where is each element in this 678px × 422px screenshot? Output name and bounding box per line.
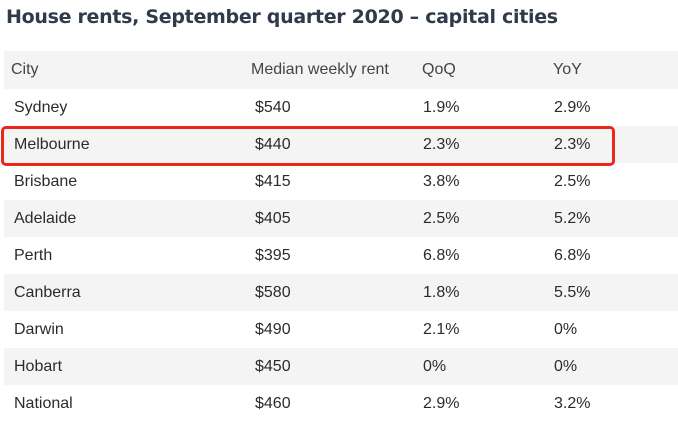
qoq-cell: 2.9%	[423, 395, 460, 412]
yoy-cell: 2.9%	[554, 99, 591, 116]
qoq-cell: 1.8%	[423, 284, 460, 301]
rent-cell: $540	[255, 99, 291, 116]
yoy-cell: 0%	[554, 321, 578, 338]
qoq-cell: 2.5%	[423, 210, 460, 227]
page-title: House rents, September quarter 2020 – ca…	[6, 6, 558, 28]
rent-cell: $490	[255, 321, 291, 338]
yoy-cell: 0%	[554, 358, 578, 375]
rent-cell: $460	[255, 395, 291, 412]
qoq-cell: 0%	[423, 358, 447, 375]
table-row: National $460 2.9% 3.2%	[4, 385, 678, 422]
table-row: Canberra $580 1.8% 5.5%	[4, 274, 678, 311]
header-median-weekly-rent: Median weekly rent	[251, 61, 389, 78]
table-row: Adelaide $405 2.5% 5.2%	[4, 200, 678, 237]
qoq-cell: 6.8%	[423, 247, 460, 264]
rent-cell: $440	[255, 136, 291, 153]
yoy-cell: 2.3%	[554, 136, 591, 153]
rent-table: City Median weekly rent QoQ YoY Sydney $…	[4, 51, 678, 422]
table-row: Melbourne $440 2.3% 2.3%	[4, 126, 678, 163]
city-cell: Hobart	[14, 358, 63, 375]
rent-cell: $405	[255, 210, 291, 227]
yoy-cell: 2.5%	[554, 173, 591, 190]
qoq-cell: 3.8%	[423, 173, 460, 190]
header-city: City	[11, 61, 39, 78]
qoq-cell: 2.3%	[423, 136, 460, 153]
header-qoq: QoQ	[422, 61, 456, 78]
rent-cell: $450	[255, 358, 291, 375]
header-yoy: YoY	[553, 61, 582, 78]
qoq-cell: 1.9%	[423, 99, 460, 116]
table-row: Sydney $540 1.9% 2.9%	[4, 89, 678, 126]
city-cell: Adelaide	[14, 210, 77, 227]
yoy-cell: 5.2%	[554, 210, 591, 227]
table-row: Brisbane $415 3.8% 2.5%	[4, 163, 678, 200]
city-cell: Melbourne	[14, 136, 90, 153]
rent-cell: $580	[255, 284, 291, 301]
qoq-cell: 2.1%	[423, 321, 460, 338]
rent-cell: $415	[255, 173, 291, 190]
city-cell: Perth	[14, 247, 53, 264]
melbourne-highlight-box	[1, 126, 615, 166]
city-cell: Sydney	[14, 99, 68, 116]
yoy-cell: 3.2%	[554, 395, 591, 412]
yoy-cell: 5.5%	[554, 284, 591, 301]
table-header-row: City Median weekly rent QoQ YoY	[4, 51, 678, 89]
city-cell: Darwin	[14, 321, 64, 338]
table-row: Perth $395 6.8% 6.8%	[4, 237, 678, 274]
table-row: Hobart $450 0% 0%	[4, 348, 678, 385]
city-cell: Canberra	[14, 284, 81, 301]
table-row: Darwin $490 2.1% 0%	[4, 311, 678, 348]
rent-cell: $395	[255, 247, 291, 264]
city-cell: Brisbane	[14, 173, 78, 190]
yoy-cell: 6.8%	[554, 247, 591, 264]
city-cell: National	[14, 395, 73, 412]
